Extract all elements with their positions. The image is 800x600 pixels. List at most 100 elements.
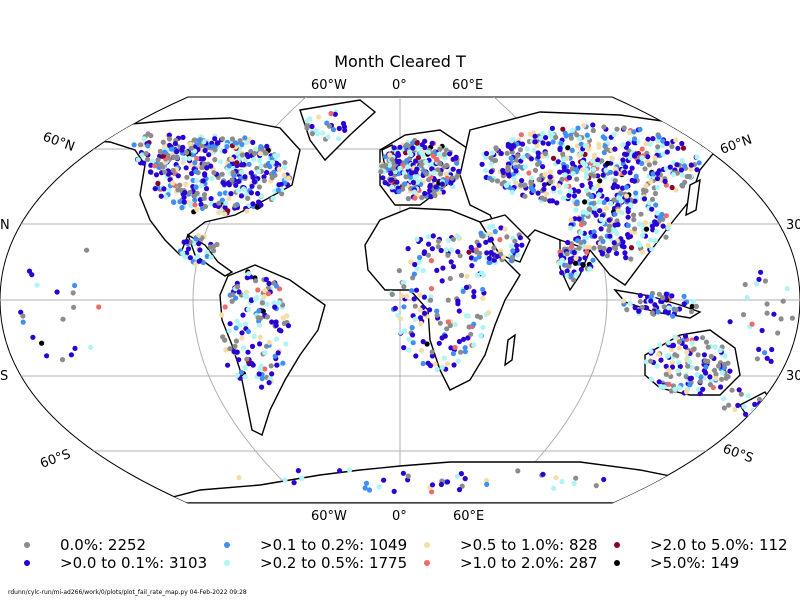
station-point bbox=[568, 217, 574, 223]
station-point bbox=[632, 305, 638, 311]
station-point bbox=[250, 174, 256, 180]
station-point bbox=[486, 309, 492, 316]
station-point bbox=[707, 374, 713, 380]
station-point bbox=[414, 166, 420, 172]
station-point bbox=[484, 250, 490, 256]
station-point bbox=[144, 156, 151, 163]
station-point bbox=[412, 261, 418, 268]
station-point bbox=[553, 475, 559, 481]
station-point bbox=[273, 319, 279, 325]
station-point bbox=[749, 321, 755, 327]
station-point bbox=[237, 138, 243, 144]
station-point bbox=[257, 157, 263, 164]
station-point bbox=[400, 470, 406, 476]
legend-label: >1.0 to 2.0%: 287 bbox=[460, 554, 598, 572]
station-point bbox=[381, 477, 387, 483]
station-point bbox=[669, 343, 675, 349]
station-point bbox=[649, 310, 656, 316]
station-point bbox=[683, 374, 689, 380]
station-point bbox=[376, 484, 382, 490]
station-point bbox=[72, 282, 78, 289]
station-point bbox=[229, 156, 235, 162]
station-point bbox=[454, 473, 460, 479]
station-point bbox=[705, 344, 711, 350]
station-point bbox=[486, 224, 493, 230]
station-point bbox=[437, 161, 443, 167]
station-point bbox=[230, 170, 236, 176]
station-point bbox=[227, 346, 233, 352]
station-point bbox=[228, 191, 234, 197]
station-point bbox=[560, 151, 566, 157]
station-point bbox=[601, 124, 607, 130]
station-point bbox=[480, 324, 486, 330]
station-point bbox=[389, 157, 395, 163]
station-point bbox=[608, 169, 614, 175]
station-point bbox=[212, 147, 218, 153]
station-point bbox=[769, 346, 775, 353]
station-point bbox=[707, 382, 714, 388]
station-point bbox=[639, 249, 645, 255]
station-point bbox=[245, 306, 251, 313]
station-point bbox=[663, 213, 670, 219]
station-point bbox=[269, 319, 275, 325]
station-point bbox=[518, 132, 524, 138]
station-point bbox=[583, 167, 589, 173]
station-point bbox=[438, 171, 444, 177]
station-point bbox=[416, 259, 422, 265]
station-point bbox=[480, 286, 486, 293]
station-point bbox=[472, 256, 478, 262]
station-point bbox=[561, 195, 567, 201]
lat-label-right-30s: 30 bbox=[786, 369, 800, 384]
station-point bbox=[686, 173, 692, 180]
station-point bbox=[542, 171, 548, 178]
station-point bbox=[330, 127, 337, 133]
station-point bbox=[700, 386, 706, 392]
station-point bbox=[676, 359, 682, 365]
station-point bbox=[535, 190, 541, 196]
station-point bbox=[581, 122, 587, 128]
station-point bbox=[504, 150, 510, 156]
station-point bbox=[645, 242, 651, 249]
station-point bbox=[425, 360, 431, 366]
station-point bbox=[502, 226, 508, 232]
station-point bbox=[169, 146, 175, 152]
station-point bbox=[764, 355, 770, 361]
station-point bbox=[725, 360, 731, 366]
station-point bbox=[404, 158, 410, 164]
station-point bbox=[679, 157, 686, 164]
station-point bbox=[631, 136, 638, 142]
station-point bbox=[529, 175, 535, 181]
station-point bbox=[410, 145, 416, 151]
station-point bbox=[572, 260, 579, 266]
station-point bbox=[641, 196, 648, 202]
station-point bbox=[245, 328, 251, 335]
station-point bbox=[239, 169, 245, 175]
station-point bbox=[564, 272, 570, 278]
station-point bbox=[166, 187, 172, 193]
station-point bbox=[428, 258, 434, 264]
station-point bbox=[413, 287, 420, 293]
station-point bbox=[615, 208, 621, 214]
station-point bbox=[636, 308, 642, 314]
station-point bbox=[262, 350, 268, 356]
station-point bbox=[440, 265, 446, 271]
legend-label: >0.0 to 0.1%: 3103 bbox=[60, 554, 208, 572]
station-point bbox=[656, 379, 662, 385]
station-point bbox=[599, 251, 606, 257]
station-point bbox=[571, 249, 577, 256]
station-point bbox=[595, 183, 601, 189]
legend-dot-icon bbox=[224, 560, 230, 566]
station-point bbox=[222, 337, 228, 343]
station-point bbox=[234, 318, 240, 324]
station-point bbox=[454, 160, 460, 166]
station-point bbox=[253, 278, 259, 284]
station-point bbox=[660, 223, 666, 229]
station-point bbox=[395, 159, 401, 165]
station-point bbox=[388, 177, 394, 183]
station-point bbox=[578, 141, 584, 147]
station-point bbox=[408, 259, 414, 265]
station-point bbox=[520, 154, 526, 160]
station-point bbox=[677, 363, 683, 370]
station-point bbox=[272, 153, 278, 159]
station-point bbox=[403, 174, 409, 180]
